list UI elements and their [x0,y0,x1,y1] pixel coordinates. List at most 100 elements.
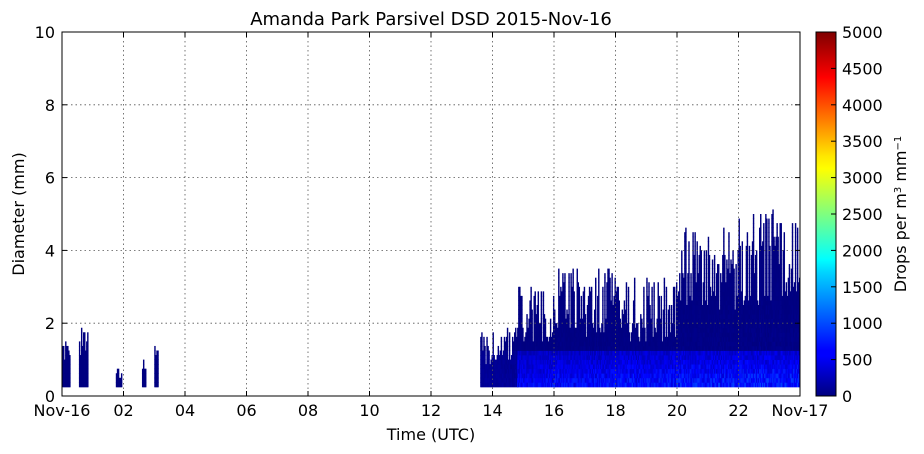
heatmap-cell [540,373,543,379]
heatmap-cell [533,350,535,356]
heatmap-cell [680,305,682,310]
heatmap-cell [705,332,708,338]
heatmap-cell [695,364,697,370]
heatmap-cell [699,364,701,370]
heatmap-cell [730,364,732,370]
heatmap-cell [607,282,609,288]
heatmap-cell [609,341,611,347]
heatmap-cell [525,364,527,370]
heatmap-cell [711,314,714,320]
heatmap-cell [705,336,708,342]
heatmap-cell [616,355,618,360]
heatmap-cell [691,382,693,388]
heatmap-cell [600,377,602,383]
heatmap-cell [721,373,723,379]
heatmap-cell [685,305,687,310]
heatmap-cell [603,368,605,374]
heatmap-cell [576,327,578,333]
heatmap-cell [532,345,534,351]
heatmap-cell [683,286,685,292]
heatmap-cell [550,341,553,347]
heatmap-cell [732,286,734,292]
heatmap-cell [723,332,725,338]
heatmap-cell [736,350,738,356]
heatmap-cell [609,314,611,320]
heatmap-cell [719,318,721,324]
heatmap-cell [520,300,522,306]
heatmap-cell [615,377,617,383]
heatmap-cell [731,291,733,297]
heatmap-cell [619,373,622,379]
heatmap-cell [728,359,730,365]
heatmap-cell [621,364,624,370]
heatmap-cell [718,273,720,279]
heatmap-cell [659,368,661,374]
heatmap-cell [686,336,688,342]
heatmap-cell [595,341,597,347]
heatmap-cell [647,373,649,379]
heatmap-cell [684,254,686,260]
heatmap-cell [540,364,543,370]
heatmap-cell [628,377,631,383]
heatmap-cell [83,377,85,383]
heatmap-cell [568,309,570,315]
heatmap-cell [481,336,483,342]
heatmap-cell [617,350,619,356]
heatmap-cell [595,345,597,351]
heatmap-cell [625,309,628,315]
heatmap-cell [724,345,726,351]
heatmap-cell [608,277,610,283]
heatmap-cell [626,332,629,338]
heatmap-cell [690,282,692,288]
heatmap-cell [518,291,520,297]
heatmap-cell [718,350,720,356]
heatmap-cell [725,336,727,342]
heatmap-cell [649,318,651,324]
heatmap-cell [719,382,721,388]
heatmap-cell [671,341,674,347]
heatmap-cell [480,377,482,383]
heatmap-cell [709,314,712,320]
heatmap-cell [719,364,721,370]
heatmap-cell [691,323,693,329]
heatmap-cell [722,336,724,342]
heatmap-cell [672,364,675,370]
heatmap-cell [584,327,587,333]
heatmap-cell [585,373,588,379]
heatmap-cell [703,350,706,356]
heatmap-cell [638,373,640,379]
heatmap-cell [569,345,571,351]
heatmap-cell [663,309,666,315]
heatmap-cell [713,377,716,383]
plot-area: Nov-16 02 04 06 08 10 12 14 16 18 20 22 Nov-17 02468… [34,23,829,420]
heatmap-cell [690,300,692,306]
heatmap-cell [586,359,589,365]
heatmap-cell [519,295,521,301]
heatmap-cell [66,359,68,365]
heatmap-cell [643,305,645,310]
heatmap-cell [524,345,526,351]
heatmap-cell [530,341,532,347]
heatmap-cell [521,327,523,333]
heatmap-cell [557,373,559,379]
heatmap-cell [703,254,706,260]
heatmap-cell [731,277,733,283]
heatmap-cell [618,368,621,374]
heatmap-cell [692,341,694,347]
heatmap-cell [601,323,603,329]
heatmap-cell [733,268,735,274]
heatmap-cell [740,305,742,310]
heatmap-cell [642,355,644,360]
heatmap-cell [560,355,562,360]
heatmap-cell [585,350,588,356]
heatmap-cell [685,286,687,292]
heatmap-cell [552,359,555,365]
heatmap-cell [679,350,681,356]
heatmap-cell [514,341,516,347]
heatmap-cell [716,350,719,356]
heatmap-cell [651,373,653,379]
heatmap-cell [680,382,682,388]
heatmap-cell [142,364,145,370]
heatmap-cell [650,368,652,374]
heatmap-cell [484,377,486,383]
